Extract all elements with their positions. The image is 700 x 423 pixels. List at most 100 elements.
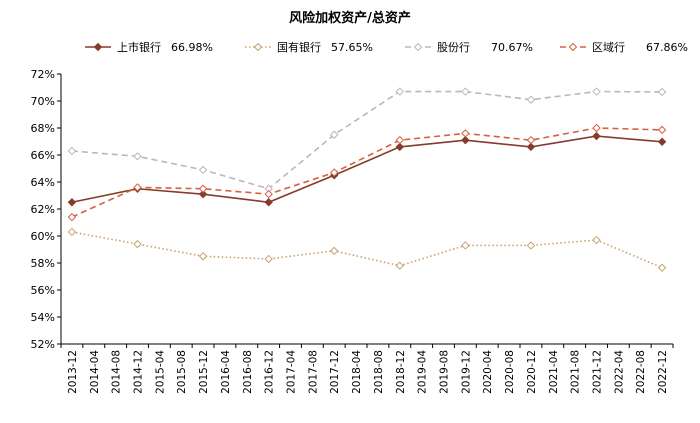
- x-tick-label: 2017-12: [329, 350, 341, 394]
- data-point: [67, 146, 77, 156]
- data-point: [526, 241, 536, 250]
- series-line: [71, 90, 663, 190]
- data-point: [133, 183, 142, 192]
- legend-value: 70.67%: [491, 41, 533, 54]
- x-tick-label: 2021-04: [548, 350, 560, 394]
- data-point: [657, 137, 667, 146]
- x-tick-label: 2019-04: [417, 350, 429, 394]
- x-tick-label: 2016-12: [264, 350, 276, 394]
- legend-label: 股份行: [437, 41, 470, 54]
- data-point: [592, 235, 601, 245]
- series-line: [71, 127, 663, 218]
- data-point: [526, 95, 536, 104]
- x-tick-label: 2017-04: [286, 350, 298, 394]
- data-point: [592, 123, 601, 133]
- y-tick-label: 60%: [31, 230, 55, 243]
- series-line: [71, 135, 663, 204]
- data-point: [592, 131, 601, 141]
- data-point: [67, 198, 77, 207]
- legend-marker: [93, 42, 103, 52]
- data-point: [264, 254, 273, 264]
- legend-marker: [568, 42, 578, 52]
- legend-entry: 股份行 70.67%: [405, 41, 533, 54]
- data-point: [395, 261, 404, 270]
- data-point: [67, 227, 77, 237]
- data-point: [330, 246, 339, 256]
- y-tick-label: 66%: [31, 149, 55, 162]
- y-tick-label: 58%: [31, 257, 55, 270]
- legend-entry: 国有银行 57.65%: [245, 40, 373, 54]
- y-tick-label: 64%: [31, 176, 55, 189]
- legend-label: 国有银行: [277, 40, 321, 54]
- data-point: [461, 135, 470, 145]
- data-point: [526, 142, 536, 152]
- x-tick-label: 2021-08: [570, 350, 582, 394]
- x-tick-label: 2022-08: [635, 350, 647, 394]
- y-tick-label: 68%: [31, 122, 55, 135]
- legend-label: 上市银行: [117, 40, 161, 54]
- x-tick-label: 2015-12: [198, 350, 210, 394]
- y-tick-label: 52%: [31, 338, 55, 351]
- x-tick-label: 2022-12: [657, 350, 669, 394]
- data-point: [198, 189, 208, 199]
- data-point: [592, 87, 601, 96]
- x-tick-label: 2018-08: [373, 350, 385, 394]
- legend-entry: 上市银行 66.98%: [85, 40, 213, 54]
- data-point: [330, 130, 339, 139]
- data-point: [198, 184, 208, 193]
- x-tick-label: 2018-04: [351, 350, 363, 394]
- x-tick-label: 2014-12: [133, 350, 145, 394]
- x-tick-label: 2018-12: [395, 350, 407, 394]
- series-4: [67, 123, 667, 222]
- x-tick-label: 2019-08: [439, 350, 451, 394]
- x-axis: 2013-12 2014-04 2014-08 2014-12 2015-04 2015-…: [60, 343, 674, 394]
- data-point: [395, 87, 404, 96]
- data-point: [198, 252, 208, 261]
- x-tick-label: 2020-12: [526, 350, 538, 394]
- data-point: [67, 212, 77, 222]
- data-point: [264, 189, 273, 199]
- data-point: [461, 241, 470, 250]
- x-tick-label: 2022-04: [613, 350, 625, 394]
- data-point: [198, 165, 208, 175]
- data-point: [330, 168, 339, 177]
- x-tick-label: 2020-08: [504, 350, 516, 394]
- data-point: [461, 87, 470, 96]
- legend-entry: 区域行 67.86%: [560, 41, 688, 54]
- data-point: [657, 263, 667, 272]
- x-tick-label: 2020-04: [482, 350, 494, 394]
- y-tick-label: 56%: [31, 284, 55, 297]
- legend-marker: [413, 42, 423, 52]
- legend-value: 67.86%: [646, 41, 688, 54]
- x-tick-label: 2014-08: [111, 350, 123, 394]
- series-line: [71, 231, 663, 269]
- data-point: [657, 87, 667, 97]
- y-axis: 52% 54% 56% 58% 60% 62% 64% 66% 68% 70% 72%: [31, 68, 62, 351]
- x-tick-label: 2015-08: [176, 350, 188, 394]
- y-tick-label: 72%: [31, 68, 55, 81]
- legend: 上市银行 66.98% 国有银行 57.65% 股份行 70.67% 区域行 67.86%: [85, 40, 688, 54]
- x-tick-label: 2013-12: [67, 350, 79, 394]
- plot-area: [67, 87, 667, 272]
- series-3: [67, 87, 667, 193]
- legend-marker: [253, 42, 263, 52]
- series-2: [67, 227, 667, 272]
- x-tick-label: 2016-04: [220, 350, 232, 394]
- chart-title: 风险加权资产/总资产: [289, 10, 411, 26]
- data-point: [264, 198, 273, 207]
- data-point: [461, 129, 470, 138]
- legend-value: 66.98%: [171, 41, 213, 54]
- y-tick-label: 54%: [31, 311, 55, 324]
- series-1: [67, 131, 667, 207]
- x-tick-label: 2016-08: [242, 350, 254, 394]
- x-tick-label: 2017-08: [307, 350, 319, 394]
- x-tick-label: 2019-12: [460, 350, 472, 394]
- y-tick-label: 62%: [31, 203, 55, 216]
- data-point: [395, 142, 404, 152]
- legend-value: 57.65%: [331, 41, 373, 54]
- x-tick-label: 2014-04: [89, 350, 101, 394]
- data-point: [657, 125, 667, 135]
- y-tick-label: 70%: [31, 95, 55, 108]
- legend-label: 区域行: [592, 41, 625, 54]
